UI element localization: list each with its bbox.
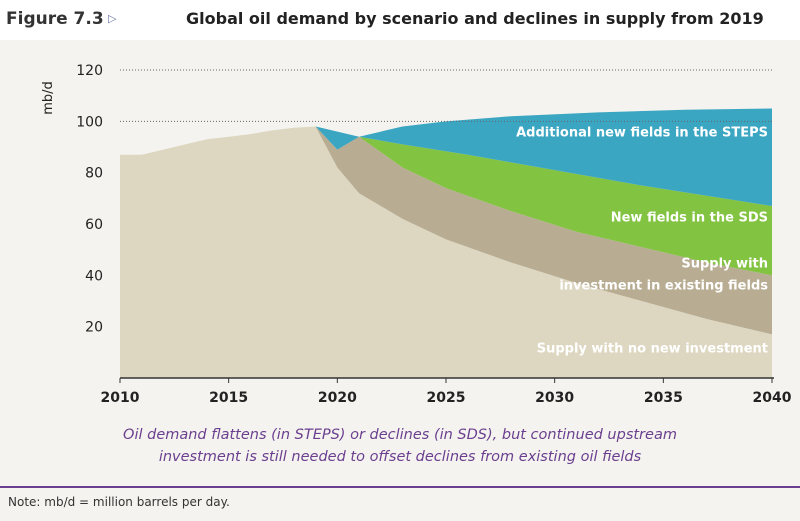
series-label-3: Supply with investment in existing fields bbox=[559, 257, 768, 294]
x-tick-label: 2010 bbox=[101, 390, 140, 406]
series-layer bbox=[120, 108, 772, 378]
y-axis-label: mb/d bbox=[41, 81, 56, 115]
y-tick-label: 40 bbox=[85, 268, 103, 284]
figure-header: Figure 7.3 ▷ Global oil demand by scenar… bbox=[0, 0, 800, 40]
series-additional-new-fields-in-the-steps-area bbox=[315, 108, 772, 207]
label-layer: Additional new fields in the STEPS New fi… bbox=[516, 126, 768, 357]
footnote: Note: mb/d = million barrels per day. bbox=[8, 495, 230, 509]
y-tick-label: 20 bbox=[85, 320, 103, 336]
grid-layer bbox=[120, 69, 772, 122]
series-label-4: Supply with no new investment bbox=[537, 341, 768, 356]
caption-line-2: investment is still needed to offset dec… bbox=[158, 449, 642, 465]
divider bbox=[0, 486, 800, 488]
series-label-1: Additional new fields in the STEPS bbox=[516, 126, 768, 141]
caption-line-1: Oil demand flattens (in STEPS) or declin… bbox=[123, 427, 677, 443]
axis-layer: 2010 2015 2020 2025 2030 2035 2040204060801001… bbox=[41, 63, 792, 406]
series-supply-with-investment-in-existing-fields-area bbox=[315, 126, 772, 335]
y-tick-label: 120 bbox=[76, 63, 103, 79]
x-tick-label: 2025 bbox=[427, 390, 466, 406]
chart-caption: Oil demand flattens (in STEPS) or declin… bbox=[0, 424, 800, 468]
y-tick-label: 60 bbox=[85, 217, 103, 233]
x-tick-label: 2020 bbox=[318, 390, 357, 406]
y-tick-label: 80 bbox=[85, 166, 103, 182]
expand-arrow-icon[interactable]: ▷ bbox=[108, 12, 117, 25]
figure-label: Figure 7.3 bbox=[6, 9, 104, 29]
x-tick-label: 2040 bbox=[753, 390, 792, 406]
y-tick-label: 100 bbox=[76, 114, 103, 130]
oil-demand-chart: 2010 2015 2020 2025 2030 2035 2040204060801001… bbox=[41, 63, 792, 406]
series-label-2: New fields in the SDS bbox=[611, 210, 768, 225]
series-new-fields-in-the-sds-area bbox=[359, 136, 772, 276]
x-tick-label: 2035 bbox=[644, 390, 683, 406]
series-supply-with-no-new-investment-area bbox=[120, 126, 772, 378]
figure-title: Global oil demand by scenario and declin… bbox=[186, 9, 764, 28]
x-tick-label: 2030 bbox=[535, 390, 574, 406]
x-tick-label: 2015 bbox=[209, 390, 248, 406]
